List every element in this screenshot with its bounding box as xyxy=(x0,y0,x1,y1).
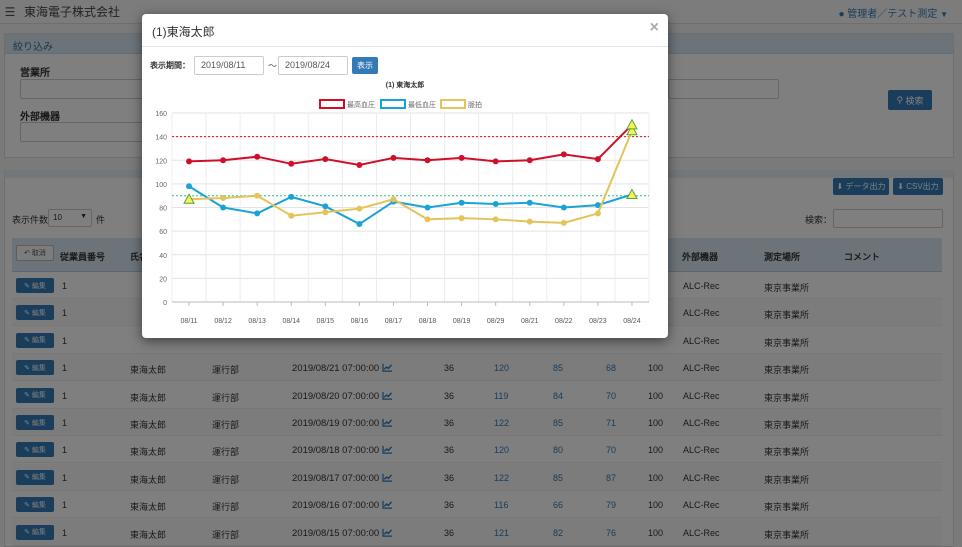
close-icon[interactable]: × xyxy=(649,19,659,36)
modal-header: (1)東海太郎 × xyxy=(142,14,668,47)
chart-title: (1) 東海太郎 xyxy=(386,80,425,89)
data-point xyxy=(560,151,567,158)
x-tick-label: 08/18 xyxy=(419,318,437,325)
y-tick-label: 60 xyxy=(159,229,167,236)
x-tick-label: 08/14 xyxy=(282,318,300,325)
date-to-input[interactable]: 2019/08/24 xyxy=(278,56,348,75)
x-tick-label: 08/22 xyxy=(555,318,573,325)
x-tick-label: 08/12 xyxy=(214,318,232,325)
data-point xyxy=(356,161,363,168)
date-from-input[interactable]: 2019/08/11 xyxy=(194,56,264,75)
legend-swatch xyxy=(440,99,466,109)
data-point xyxy=(560,219,567,226)
y-tick-label: 20 xyxy=(159,276,167,283)
y-tick-label: 80 xyxy=(159,206,167,213)
data-point xyxy=(288,160,295,167)
legend-swatch xyxy=(380,99,406,109)
data-point xyxy=(458,215,465,222)
data-point xyxy=(458,154,465,161)
series-line xyxy=(188,185,633,226)
data-point xyxy=(186,183,193,190)
data-point xyxy=(390,154,397,161)
data-point xyxy=(220,195,227,202)
data-point xyxy=(492,200,499,207)
x-tick-label: 08/21 xyxy=(521,318,539,325)
alert-marker xyxy=(183,193,195,204)
data-point xyxy=(458,199,465,206)
alert-marker xyxy=(626,118,638,130)
data-point xyxy=(594,210,601,217)
y-tick-label: 100 xyxy=(155,182,167,189)
legend-swatch xyxy=(319,99,345,109)
data-point xyxy=(492,216,499,223)
data-point xyxy=(594,202,601,209)
data-point xyxy=(220,204,227,211)
x-tick-label: 08/15 xyxy=(317,318,335,325)
data-point xyxy=(390,196,397,203)
data-point xyxy=(356,205,363,212)
data-point xyxy=(288,212,295,219)
data-point xyxy=(220,157,227,164)
legend-label: 最高血圧 xyxy=(347,100,375,109)
data-point xyxy=(594,156,601,163)
data-point xyxy=(526,157,533,164)
data-point xyxy=(492,158,499,165)
date-separator: ～ xyxy=(268,61,278,71)
modal-title: (1)東海太郎 xyxy=(152,25,215,39)
alert-marker xyxy=(626,188,638,200)
x-tick-label: 08/29 xyxy=(487,318,505,325)
period-label: 表示期間： xyxy=(150,61,190,70)
legend-label: 最低血圧 xyxy=(408,100,436,109)
y-tick-label: 160 xyxy=(155,111,167,118)
x-tick-label: 08/24 xyxy=(623,318,641,325)
data-point xyxy=(356,221,363,228)
show-button[interactable]: 表示 xyxy=(352,57,378,74)
x-tick-label: 08/16 xyxy=(351,318,369,325)
data-point xyxy=(526,218,533,225)
y-tick-label: 120 xyxy=(155,158,167,165)
y-tick-label: 0 xyxy=(163,300,167,307)
data-point xyxy=(186,158,193,165)
data-point xyxy=(526,199,533,206)
x-tick-label: 08/11 xyxy=(181,318,198,325)
data-point xyxy=(424,204,431,211)
x-tick-label: 08/13 xyxy=(248,318,266,325)
data-point xyxy=(254,210,261,217)
data-point xyxy=(560,204,567,211)
alert-marker xyxy=(626,124,638,136)
data-point xyxy=(322,156,329,163)
x-tick-label: 08/23 xyxy=(589,318,607,325)
series-line xyxy=(189,130,633,224)
data-point xyxy=(322,203,329,210)
data-point xyxy=(254,192,261,199)
y-tick-label: 140 xyxy=(155,135,167,142)
data-point xyxy=(424,157,431,164)
x-tick-label: 08/17 xyxy=(385,318,403,325)
legend-label: 脈拍 xyxy=(468,100,482,109)
series-line xyxy=(189,124,633,166)
data-point xyxy=(322,209,329,216)
data-point xyxy=(254,153,261,160)
x-tick-label: 08/19 xyxy=(453,318,471,325)
data-point xyxy=(288,193,295,200)
data-point xyxy=(424,216,431,223)
chart-modal: (1)東海太郎 × 表示期間： 2019/08/11 ～ 2019/08/24 … xyxy=(142,14,668,338)
y-tick-label: 40 xyxy=(159,253,167,260)
